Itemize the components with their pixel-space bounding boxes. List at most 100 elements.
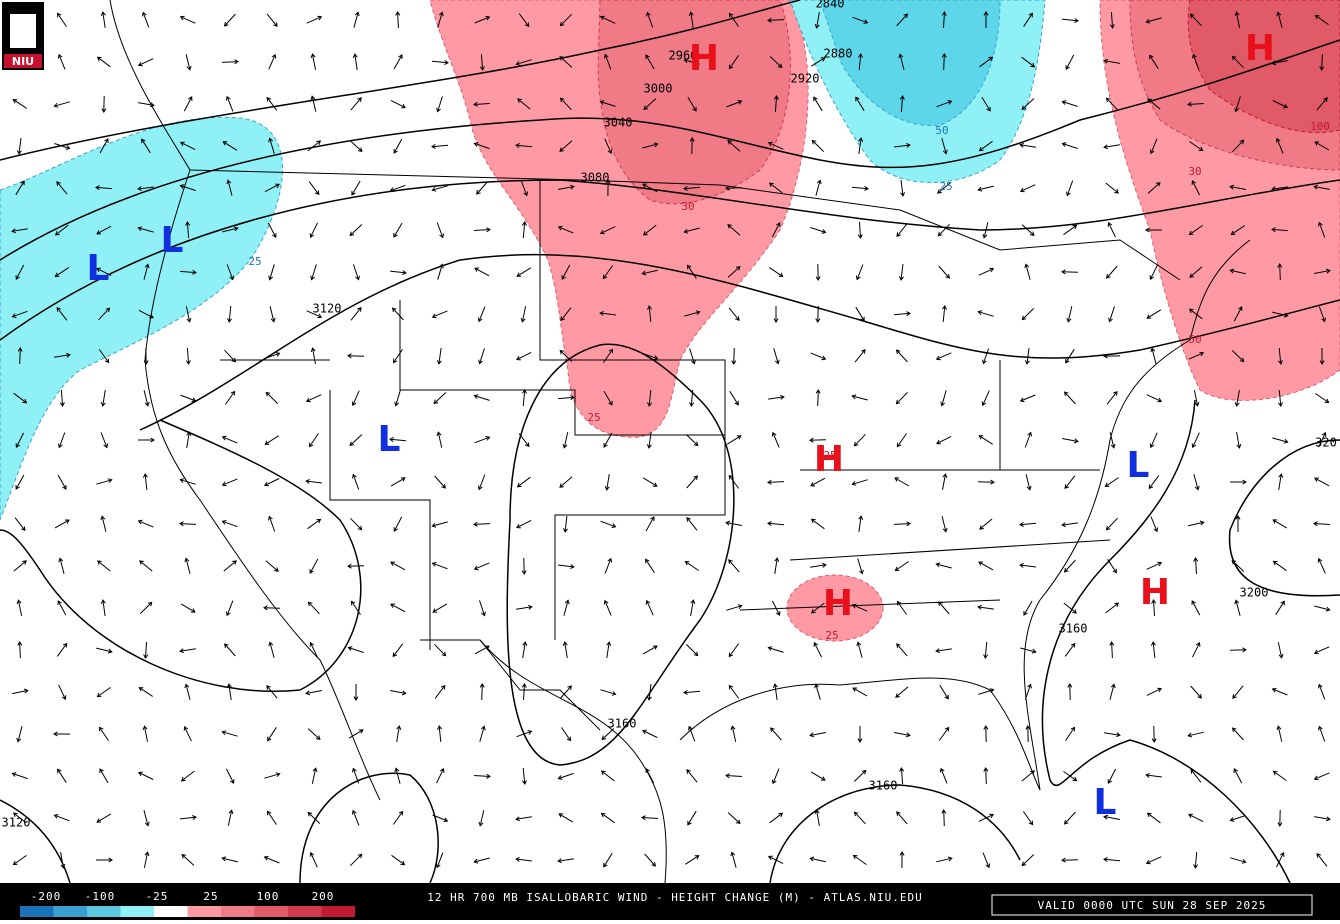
wind-arrow bbox=[473, 773, 491, 779]
wind-arrow bbox=[515, 59, 532, 66]
wind-arrow bbox=[518, 433, 530, 448]
wind-arrow bbox=[642, 183, 658, 193]
wind-arrow bbox=[809, 856, 826, 863]
wind-arrow bbox=[1149, 264, 1159, 281]
wind-arrow bbox=[1108, 306, 1115, 323]
wind-arrow bbox=[269, 306, 276, 323]
wind-arrow bbox=[350, 97, 362, 111]
wind-arrow bbox=[1019, 142, 1036, 148]
wind-arrow bbox=[558, 813, 574, 823]
wind-arrow bbox=[1066, 180, 1074, 197]
wind-arrow bbox=[53, 814, 70, 822]
wind-arrow bbox=[1019, 184, 1036, 193]
wind-arrow bbox=[814, 809, 820, 826]
wind-arrow bbox=[1150, 641, 1156, 658]
wind-arrow bbox=[687, 810, 697, 826]
wind-arrow bbox=[560, 685, 572, 699]
wind-arrow bbox=[1109, 641, 1115, 659]
wind-arrow bbox=[310, 53, 316, 70]
wind-arrow bbox=[1191, 432, 1200, 449]
wind-arrow bbox=[728, 307, 740, 321]
wind-arrow bbox=[1189, 141, 1204, 152]
wind-arrow bbox=[852, 16, 869, 24]
wind-arrow bbox=[437, 11, 444, 28]
wind-arrow bbox=[1021, 98, 1035, 111]
wind-arrow bbox=[349, 224, 363, 237]
wind-arrow bbox=[1103, 857, 1121, 863]
wind-arrow bbox=[853, 811, 866, 825]
wind-arrow bbox=[98, 349, 110, 364]
wind-arrow bbox=[11, 772, 28, 780]
wind-arrow bbox=[896, 13, 909, 27]
valid-time: VALID 0000 UTC SUN 28 SEP 2025 bbox=[1038, 899, 1267, 912]
wind-arrow bbox=[310, 264, 317, 281]
wind-arrow bbox=[646, 432, 652, 449]
wind-arrow bbox=[893, 521, 911, 527]
wind-arrow bbox=[1314, 477, 1330, 487]
wind-arrow bbox=[390, 477, 406, 487]
wind-arrow bbox=[349, 853, 363, 867]
wind-arrow bbox=[1020, 647, 1037, 654]
wind-arrow bbox=[350, 600, 361, 615]
contour-label: 320 bbox=[1315, 436, 1337, 450]
wind-arrow bbox=[727, 812, 741, 825]
wind-arrow bbox=[221, 478, 238, 487]
wind-arrow bbox=[646, 11, 654, 28]
wind-arrow bbox=[559, 349, 573, 362]
wind-arrow bbox=[684, 560, 699, 571]
wind-arrow bbox=[185, 347, 191, 365]
wind-arrow bbox=[728, 12, 740, 27]
wind-arrow bbox=[1318, 221, 1326, 238]
wind-arrow bbox=[56, 12, 67, 27]
wind-arrow bbox=[730, 725, 737, 742]
contour-label: 3120 bbox=[2, 816, 31, 830]
wind-arrow bbox=[769, 812, 784, 824]
wind-arrow bbox=[143, 347, 149, 365]
wind-arrow bbox=[1061, 269, 1079, 275]
wind-arrow bbox=[689, 137, 695, 155]
wind-arrow bbox=[942, 473, 948, 490]
wind-arrow bbox=[57, 474, 67, 490]
wind-arrow bbox=[434, 684, 446, 699]
wind-arrow bbox=[815, 263, 821, 281]
map-labels: 2840 2880 2920 2960 3000 3040 3080 3120 3120 3160… bbox=[2, 0, 1337, 830]
wind-arrow bbox=[1272, 519, 1288, 529]
wind-arrow bbox=[1109, 11, 1115, 29]
wind-arrow bbox=[226, 264, 234, 281]
wind-arrow bbox=[1315, 393, 1330, 404]
wind-arrow bbox=[476, 181, 488, 195]
wind-arrow bbox=[941, 11, 947, 29]
wind-arrow bbox=[1235, 515, 1241, 532]
wind-arrow bbox=[727, 265, 741, 278]
wind-arrow bbox=[769, 267, 784, 277]
wind-arrow bbox=[647, 389, 652, 407]
wind-arrow bbox=[851, 394, 868, 401]
wind-arrow bbox=[645, 54, 655, 70]
wind-arrow bbox=[516, 730, 533, 738]
wind-arrow bbox=[725, 520, 742, 526]
contour bbox=[299, 772, 439, 884]
wind-arrow bbox=[1277, 263, 1283, 281]
wind-arrow bbox=[96, 857, 113, 863]
wind-arrow bbox=[138, 309, 154, 319]
wind-arrow bbox=[1063, 602, 1077, 614]
contour-label: 3120 bbox=[313, 302, 342, 316]
wind-arrow bbox=[767, 141, 784, 150]
wind-arrow bbox=[479, 600, 486, 617]
wind-arrow bbox=[941, 138, 948, 155]
height-contours bbox=[0, 0, 1340, 884]
wind-arrow bbox=[352, 264, 360, 281]
wind-arrow bbox=[1188, 308, 1203, 320]
wind-arrow bbox=[689, 348, 696, 365]
wind-arrow bbox=[1191, 180, 1201, 196]
wind-arrow bbox=[98, 307, 111, 321]
wind-arrow bbox=[730, 851, 737, 868]
wind-arrow bbox=[179, 648, 196, 654]
wind-arrow bbox=[521, 767, 527, 785]
wind-arrow bbox=[603, 390, 613, 406]
wind-arrow bbox=[1107, 768, 1117, 784]
wind-arrow bbox=[396, 725, 402, 742]
wind-arrow bbox=[437, 263, 444, 280]
pressure-center: L bbox=[1127, 445, 1150, 486]
